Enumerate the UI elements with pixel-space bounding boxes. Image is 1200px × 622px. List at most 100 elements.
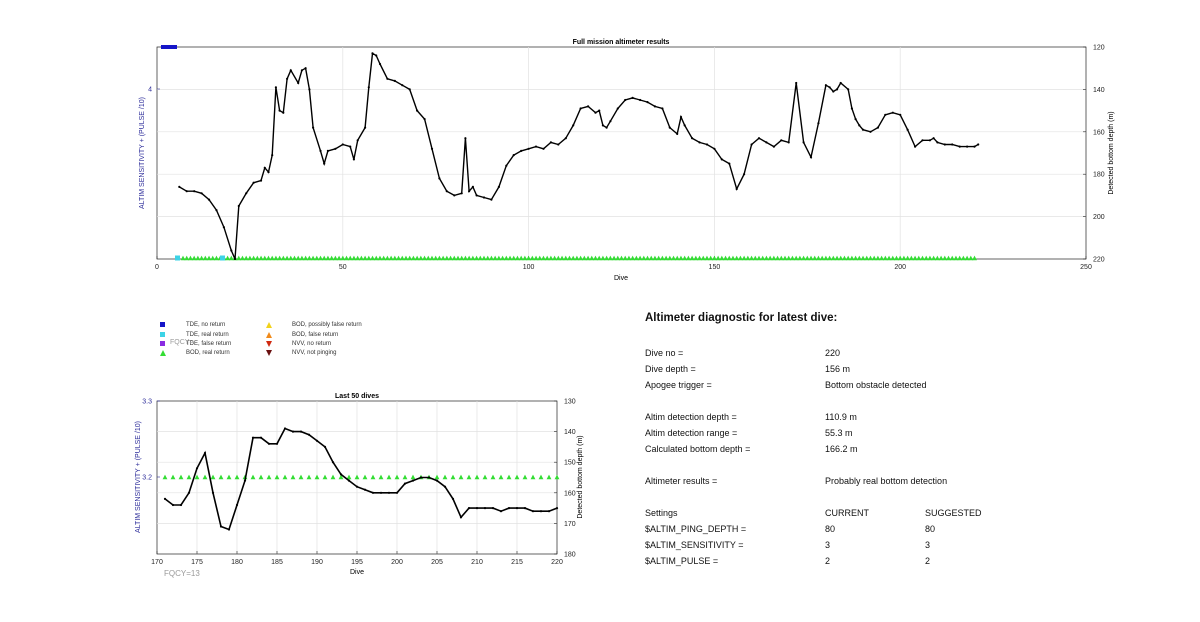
- depth-point: [387, 491, 391, 494]
- depth-point: [379, 491, 383, 494]
- depth-point: [297, 81, 300, 85]
- depth-point: [698, 141, 701, 144]
- triangle-marker: [518, 255, 524, 261]
- triangle-marker: [448, 255, 453, 261]
- depth-point: [691, 137, 694, 140]
- depth-point: [809, 156, 813, 159]
- triangle-marker: [689, 255, 695, 261]
- triangle-marker: [466, 474, 472, 480]
- depth-point: [278, 109, 281, 112]
- depth-point: [237, 204, 240, 208]
- triangle-marker: [266, 474, 272, 480]
- triangle-marker: [533, 255, 539, 261]
- triangle-marker: [764, 255, 769, 261]
- depth-point: [932, 137, 935, 140]
- triangle-marker: [394, 474, 400, 480]
- triangle-marker: [563, 255, 569, 261]
- legend-item: NVV, not pinging: [266, 350, 336, 356]
- triangle-marker: [162, 474, 168, 480]
- triangle-marker: [633, 255, 639, 261]
- triangle-marker: [808, 255, 814, 261]
- triangle-marker: [507, 255, 513, 261]
- triangle-marker: [600, 255, 606, 261]
- triangle-marker: [306, 474, 312, 480]
- depth-point: [219, 525, 223, 528]
- triangle-marker: [927, 255, 933, 261]
- triangle-marker: [440, 255, 446, 261]
- depth-point: [572, 124, 575, 127]
- x-tick-label: 175: [191, 559, 203, 566]
- depth-point: [557, 143, 560, 146]
- triangle-marker: [834, 255, 840, 261]
- y-tick-label-right: 170: [564, 521, 576, 528]
- depth-point: [713, 147, 716, 150]
- triangle-marker: [295, 255, 301, 261]
- triangle-marker: [845, 255, 851, 261]
- depth-point: [459, 516, 463, 519]
- triangle-marker: [437, 255, 442, 261]
- triangle-marker: [949, 255, 955, 261]
- depth-point: [211, 491, 215, 494]
- triangle-marker: [202, 255, 208, 261]
- depth-point: [347, 479, 351, 482]
- depth-point: [743, 173, 746, 176]
- legend-item: TDE, false return: [160, 341, 231, 347]
- depth-point: [735, 187, 738, 191]
- triangle-marker: [186, 474, 192, 480]
- depth-point: [847, 88, 850, 91]
- depth-point: [858, 124, 861, 127]
- depth-point: [579, 107, 582, 110]
- triangle-marker: [366, 255, 372, 261]
- triangle-marker: [626, 255, 632, 261]
- triangle-marker: [477, 255, 483, 261]
- triangle-marker: [734, 255, 740, 261]
- depth-point: [299, 430, 303, 433]
- triangle-marker: [358, 255, 364, 261]
- triangle-marker: [228, 255, 234, 261]
- x-tick-label: 190: [311, 559, 323, 566]
- triangle-marker: [240, 255, 245, 261]
- depth-point: [839, 81, 842, 85]
- triangle-marker: [496, 255, 502, 261]
- depth-point: [668, 126, 671, 129]
- y-tick-label-left: 3.3: [142, 399, 152, 406]
- triangle-marker: [585, 255, 591, 261]
- triangle-marker: [284, 255, 290, 261]
- triangle-marker: [329, 255, 335, 261]
- triangle-marker: [170, 474, 176, 480]
- triangle-marker: [370, 255, 375, 261]
- triangle-marker: [879, 255, 885, 261]
- depth-point: [507, 507, 511, 510]
- depth-point: [319, 149, 322, 152]
- depth-point: [203, 451, 207, 455]
- triangle-marker: [474, 474, 480, 480]
- triangle-marker: [274, 474, 280, 480]
- full-mission-chart: Full mission altimeter results 0 50 100 150…: [139, 39, 1115, 282]
- depth-point: [795, 81, 798, 85]
- y-tick-label-right: 180: [564, 552, 576, 559]
- depth-point: [386, 77, 389, 80]
- triangle-marker: [314, 474, 320, 480]
- depth-point: [349, 145, 352, 148]
- y-tick-label-right: 220: [1093, 257, 1105, 264]
- triangle-marker: [321, 255, 327, 261]
- triangle-marker: [455, 255, 461, 261]
- triangle-marker: [704, 255, 710, 261]
- triangle-marker: [506, 474, 512, 480]
- triangle-marker: [258, 255, 264, 261]
- depth-point: [861, 128, 865, 131]
- depth-point: [308, 88, 311, 91]
- depth-point: [411, 479, 415, 482]
- triangle-marker: [225, 255, 231, 261]
- depth-point: [824, 84, 828, 87]
- triangle-marker: [384, 255, 390, 261]
- triangle-marker: [546, 474, 552, 480]
- triangle-marker: [277, 255, 283, 261]
- triangle-marker: [745, 255, 751, 261]
- depth-point: [616, 107, 619, 110]
- depth-point: [195, 467, 199, 470]
- depth-point: [720, 158, 723, 161]
- depth-point: [163, 497, 167, 500]
- triangle-marker: [685, 255, 691, 261]
- depth-point: [289, 69, 292, 72]
